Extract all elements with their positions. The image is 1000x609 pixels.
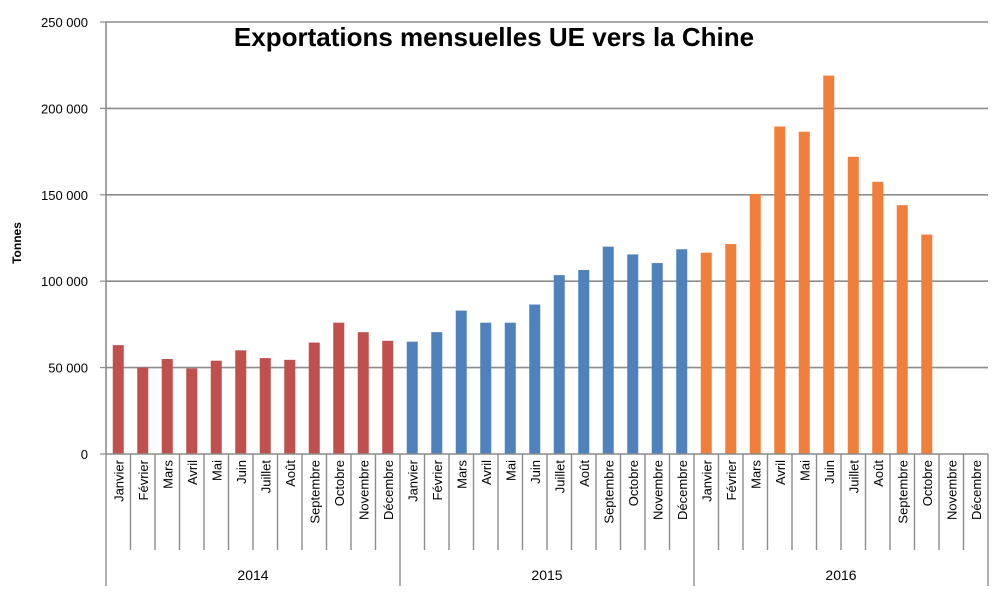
x-tick-label: Septembre (895, 460, 910, 524)
bar-2014-9 (308, 342, 320, 454)
x-tick-label: Novembre (356, 460, 371, 520)
x-tick-label: Février (430, 459, 445, 500)
bar-2016-6 (823, 75, 835, 455)
bar-2016-3 (749, 193, 761, 454)
bar-2016-2 (725, 244, 737, 454)
x-tick-label: Avril (185, 460, 200, 485)
bar-2016-9 (896, 205, 908, 454)
x-tick-label: Octobre (332, 460, 347, 506)
x-axis-labels: Janvier Février Mars Avril Mai Juin Juillet Aoû… (111, 459, 984, 583)
bar-2014-6 (235, 350, 247, 454)
x-tick-label: Février (724, 459, 739, 500)
year-label: 2016 (825, 567, 856, 583)
bar-2014-8 (284, 359, 296, 454)
y-tick-label: 150 000 (41, 188, 88, 203)
bar-2015-12 (676, 249, 688, 454)
bar-2016-10 (921, 234, 933, 454)
x-tick-label: Mars (160, 460, 175, 489)
bars (112, 75, 933, 455)
bar-2015-3 (455, 310, 467, 454)
x-tick-label: Novembre (650, 460, 665, 520)
y-tick-label: 100 000 (41, 274, 88, 289)
x-tick-label: Septembre (601, 460, 616, 524)
x-tick-label: Avril (479, 460, 494, 485)
year-label: 2015 (531, 567, 562, 583)
bar-2015-6 (529, 304, 541, 454)
y-axis-label: Tonnes (10, 222, 24, 264)
bar-2015-9 (602, 246, 614, 454)
bar-2014-10 (333, 322, 345, 454)
x-tick-label: Septembre (307, 460, 322, 524)
bar-2015-5 (504, 322, 516, 454)
x-tick-label: Août (283, 460, 298, 487)
x-tick-label: Décembre (675, 460, 690, 520)
x-tick-label: Mars (454, 460, 469, 489)
x-tick-label: Janvier (111, 459, 126, 502)
bar-2015-2 (431, 332, 443, 454)
y-tick-label: 200 000 (41, 101, 88, 116)
x-tick-label: Octobre (920, 460, 935, 506)
bar-2014-1 (112, 345, 124, 454)
bar-2015-1 (406, 341, 418, 454)
bar-2016-8 (872, 181, 884, 454)
x-tick-label: Décembre (381, 460, 396, 520)
bar-2014-12 (382, 340, 394, 454)
x-tick-label: Juin (234, 460, 249, 484)
bar-2015-10 (627, 254, 639, 454)
x-tick-label: Décembre (969, 460, 984, 520)
x-tick-label: Juillet (552, 460, 567, 494)
bar-2014-5 (210, 360, 222, 454)
x-tick-label: Mai (503, 460, 518, 481)
bar-2016-5 (798, 131, 810, 454)
x-tick-label: Novembre (944, 460, 959, 520)
x-tick-label: Août (871, 460, 886, 487)
axes (100, 21, 989, 586)
x-tick-label: Octobre (626, 460, 641, 506)
x-tick-label: Mai (797, 460, 812, 481)
x-tick-label: Avril (773, 460, 788, 485)
bar-2014-11 (357, 332, 369, 454)
bar-2015-11 (651, 263, 663, 454)
bar-2015-4 (480, 322, 492, 454)
bar-2014-3 (161, 358, 173, 454)
bar-2016-1 (700, 252, 712, 454)
bar-2014-4 (186, 368, 198, 454)
x-tick-label: Janvier (405, 459, 420, 502)
y-tick-labels: 0 50 000 100 000 150 000 200 000 250 000 (41, 15, 88, 462)
x-tick-label: Juin (822, 460, 837, 484)
bar-2014-2 (137, 367, 149, 454)
bar-2016-4 (774, 126, 786, 454)
gridlines (106, 21, 988, 369)
x-tick-label: Mars (748, 460, 763, 489)
y-tick-label: 50 000 (48, 361, 88, 376)
x-tick-label: Janvier (699, 459, 714, 502)
x-tick-label: Février (136, 459, 151, 500)
bar-2014-7 (259, 358, 271, 454)
bar-2016-7 (847, 156, 859, 454)
year-label: 2014 (237, 567, 268, 583)
x-tick-label: Août (577, 460, 592, 487)
x-tick-label: Juillet (258, 460, 273, 494)
x-tick-label: Juillet (846, 460, 861, 494)
chart-title: Exportations mensuelles UE vers la Chine (234, 22, 754, 52)
bar-2015-7 (553, 275, 565, 454)
y-tick-label: 0 (81, 447, 88, 462)
y-tick-label: 250 000 (41, 15, 88, 30)
x-tick-label: Mai (209, 460, 224, 481)
bar-2015-8 (578, 269, 590, 454)
x-tick-label: Juin (528, 460, 543, 484)
